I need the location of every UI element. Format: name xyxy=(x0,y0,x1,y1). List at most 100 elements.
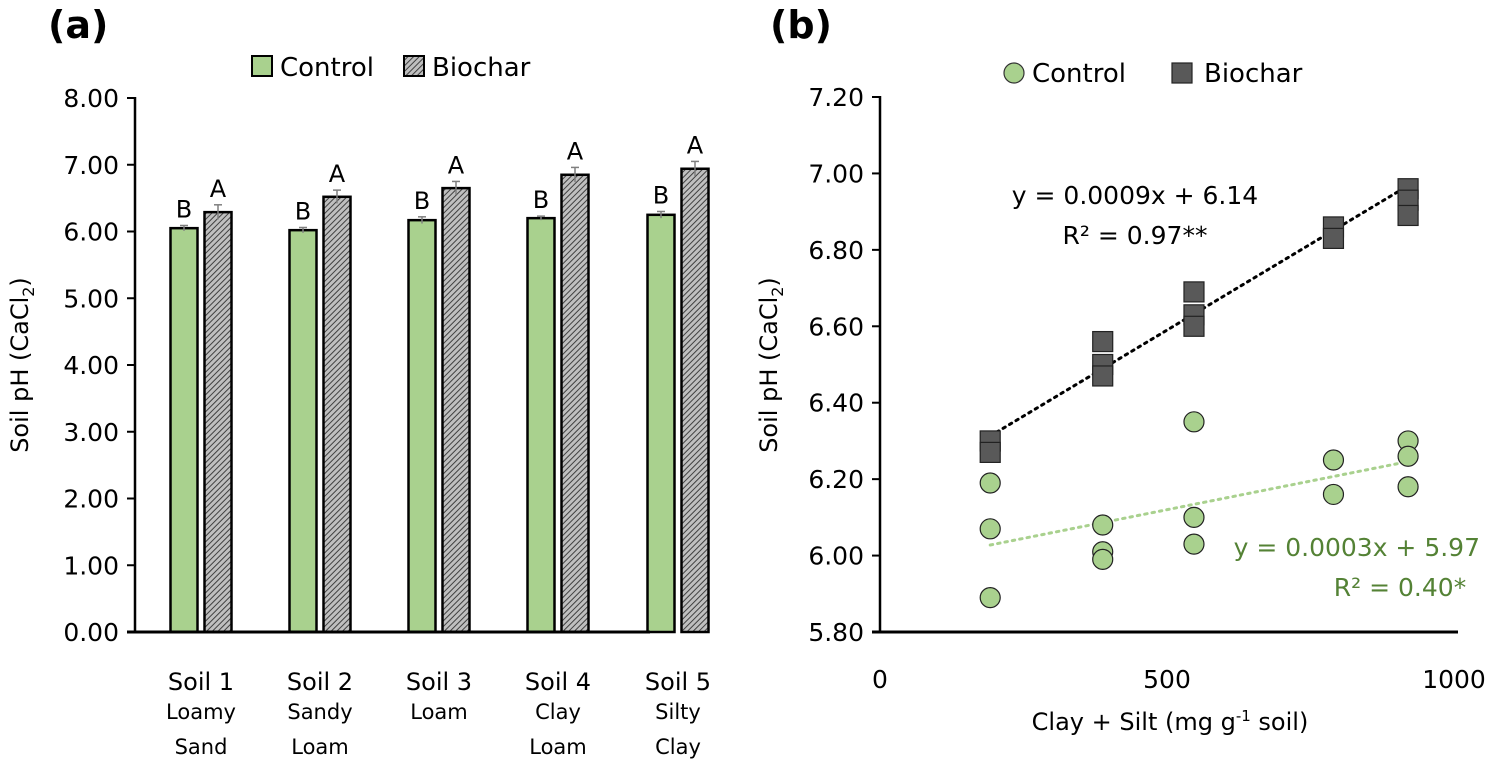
category-subtitle: Loam xyxy=(529,735,587,759)
category-label: Soil 3 xyxy=(406,668,472,696)
significance-label: A xyxy=(687,131,704,159)
y-tick-label-a: 3.00 xyxy=(63,418,119,447)
y-axis-title-a: Soil pH (CaCl2) xyxy=(6,277,38,453)
y-tick-label-a: 7.00 xyxy=(63,151,119,180)
category-label: Soil 1 xyxy=(168,668,234,696)
y-tick-label-b: 6.40 xyxy=(808,389,864,418)
bar-biochar-5 xyxy=(680,167,710,634)
point-biochar xyxy=(1092,365,1114,387)
trendline-control xyxy=(988,460,1410,547)
point-control xyxy=(1183,533,1205,555)
y-axis-ticks-b: 5.80 6.00 6.20 6.40 6.60 6.80 7.00 7.20 xyxy=(808,83,880,647)
point-control xyxy=(1092,548,1114,570)
legend-biochar-label: Biochar xyxy=(432,53,531,83)
y-tick-label-b: 6.20 xyxy=(808,465,864,494)
point-control xyxy=(1183,506,1205,528)
point-control xyxy=(979,472,1001,494)
y-tick-label-a: 8.00 xyxy=(63,84,119,113)
bar-biochar-3 xyxy=(441,186,471,634)
x-axis-ticks-b: 0 500 1000 xyxy=(872,665,1486,694)
category-subtitle: Sand xyxy=(175,735,228,759)
legend-control-label-b: Control xyxy=(1032,59,1126,89)
y-tick-label-b: 6.80 xyxy=(808,236,864,265)
legend-control-marker xyxy=(1003,62,1025,84)
point-biochar xyxy=(1092,330,1114,353)
point-control xyxy=(1397,445,1419,467)
bar-control-5 xyxy=(646,213,676,634)
y-tick-label-b: 6.00 xyxy=(808,542,864,571)
control-r2: R² = 0.40* xyxy=(1334,573,1466,602)
category-label: Soil 4 xyxy=(525,668,591,696)
point-control xyxy=(1397,476,1419,498)
significance-label: A xyxy=(567,137,584,165)
significance-label: B xyxy=(653,181,669,209)
point-biochar xyxy=(979,441,1001,463)
legend-control-swatch xyxy=(251,55,273,77)
bar-control-1 xyxy=(169,226,199,634)
category-subtitle: Loamy xyxy=(166,700,236,724)
y-tick-label-a: 5.00 xyxy=(63,284,119,313)
biochar-r2: R² = 0.97** xyxy=(1063,221,1208,250)
category-subtitle: Clay xyxy=(535,700,581,724)
y-tick-label-a: 4.00 xyxy=(63,351,119,380)
panel-a: (a) Control Biochar 0.00 1.00 2.00 3.00 4.00… xyxy=(6,3,711,759)
points-b xyxy=(979,178,1419,609)
point-control xyxy=(1322,449,1345,471)
x-tick-label-b: 500 xyxy=(1143,665,1191,694)
category-subtitle: Silty xyxy=(655,700,701,724)
category-subtitle: Loam xyxy=(410,700,468,724)
significance-label: A xyxy=(329,160,346,188)
category-subtitle: Sandy xyxy=(287,700,352,724)
control-equation: y = 0.0003x + 5.97 xyxy=(1234,533,1480,562)
bar-control-2 xyxy=(288,228,318,634)
bar-biochar-1 xyxy=(203,210,233,634)
y-tick-label-a: 2.00 xyxy=(63,485,119,514)
x-axis-categories-a: Soil 1 Loamy Sand Soil 2 Sandy Loam Soil 3 Loam… xyxy=(166,668,711,759)
x-axis-title-b: Clay + Silt (mg g-1 soil) xyxy=(1032,707,1309,736)
bar-control-4 xyxy=(526,216,556,634)
point-control xyxy=(979,587,1001,609)
bar-biochar-4 xyxy=(560,173,590,634)
bar-biochar-2 xyxy=(322,195,352,634)
significance-label: A xyxy=(210,175,227,203)
legend-control-label: Control xyxy=(280,53,374,83)
category-subtitle: Loam xyxy=(291,735,349,759)
y-tick-label-a: 1.00 xyxy=(63,551,119,580)
y-tick-label-b: 7.00 xyxy=(808,159,864,188)
significance-label: B xyxy=(176,195,192,223)
point-control xyxy=(1092,514,1114,536)
legend-biochar-label-b: Biochar xyxy=(1204,59,1303,89)
significance-label: B xyxy=(295,197,311,225)
legend-b: Control Biochar xyxy=(1003,59,1303,89)
significance-label: B xyxy=(533,186,549,214)
category-subtitle: Clay xyxy=(655,735,701,759)
y-tick-label-b: 7.20 xyxy=(808,83,864,112)
point-control xyxy=(1322,483,1345,506)
point-biochar xyxy=(1397,204,1419,227)
x-tick-label-b: 1000 xyxy=(1422,665,1486,694)
point-biochar xyxy=(1322,227,1345,249)
panel-b-label: (b) xyxy=(770,3,832,47)
y-tick-label-b: 6.60 xyxy=(808,312,864,341)
y-axis-title-b: Soil pH (CaCl2) xyxy=(755,277,787,453)
category-label: Soil 2 xyxy=(287,668,353,696)
y-tick-label-b: 5.80 xyxy=(808,618,864,647)
y-tick-label-a: 6.00 xyxy=(63,218,119,247)
legend-a: Control Biochar xyxy=(251,53,531,83)
y-axis-ticks-a: 0.00 1.00 2.00 3.00 4.00 5.00 6.00 7.00 8.00 xyxy=(63,84,135,647)
point-control xyxy=(979,518,1001,540)
point-biochar xyxy=(1183,281,1205,303)
point-biochar xyxy=(1183,315,1205,337)
legend-biochar-marker xyxy=(1171,62,1193,84)
category-label: Soil 5 xyxy=(645,668,711,696)
significance-label: B xyxy=(414,187,430,215)
y-tick-label-a: 0.00 xyxy=(63,618,119,647)
biochar-equation: y = 0.0009x + 6.14 xyxy=(1012,181,1258,210)
x-tick-label-b: 0 xyxy=(872,665,888,694)
point-control xyxy=(1183,411,1205,433)
legend-biochar-swatch xyxy=(403,55,425,77)
bar-control-3 xyxy=(407,218,437,634)
panel-b: (b) Control Biochar 5.80 6.00 6.20 6.40 6.60… xyxy=(755,3,1486,736)
